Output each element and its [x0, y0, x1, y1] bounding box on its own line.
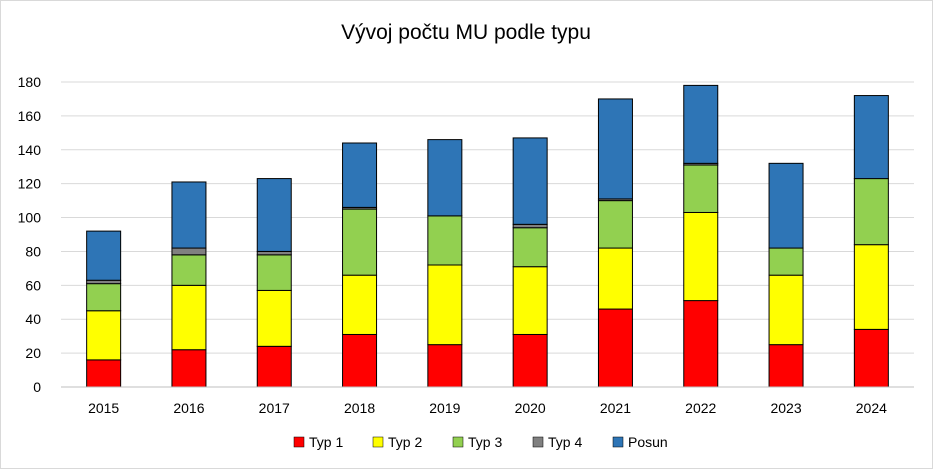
bar-typ-3-2019 [427, 215, 463, 266]
bar-typ-1-2017 [256, 345, 292, 388]
bar-typ-3-2017 [256, 254, 292, 291]
x-tick-label: 2023 [770, 400, 801, 416]
y-tick-label: 40 [25, 311, 41, 327]
bar-posun-2021 [597, 98, 633, 200]
legend-label: Typ 2 [388, 434, 422, 450]
bar-typ-2-2020 [512, 266, 548, 335]
bar-stack-2023 [768, 162, 804, 388]
legend-item-typ-4: Typ 4 [532, 434, 582, 450]
bar-stack-2022 [683, 84, 719, 388]
x-tick-label: 2016 [173, 400, 204, 416]
bar-typ-1-2020 [512, 333, 548, 388]
bar-stack-2018 [342, 142, 378, 388]
x-tick-label: 2024 [856, 400, 887, 416]
bar-stack-2024 [853, 95, 889, 388]
bar-posun-2018 [342, 142, 378, 208]
x-tick-label: 2019 [429, 400, 460, 416]
bar-stack-2021 [597, 98, 633, 388]
bar-typ-1-2019 [427, 344, 463, 388]
bar-typ-3-2018 [342, 208, 378, 276]
x-axis-ticks: 2015 2016 2017 2018 2019 2020 2021 2022 2023 2024 [88, 400, 887, 416]
bar-typ-4-2016 [171, 247, 207, 256]
bar-posun-2022 [683, 84, 719, 164]
bar-typ-2-2022 [683, 211, 719, 302]
x-tick-label: 2017 [259, 400, 290, 416]
legend-label: Typ 3 [468, 434, 502, 450]
legend-item-posun: Posun [612, 434, 668, 450]
bar-stack-2016 [171, 181, 207, 388]
bar-typ-1-2024 [853, 328, 889, 388]
bar-typ-1-2018 [342, 333, 378, 388]
bar-typ-2-2015 [86, 310, 122, 361]
bar-posun-2017 [256, 178, 292, 252]
bar-stack-2019 [427, 139, 463, 388]
bar-typ-3-2016 [171, 254, 207, 286]
y-tick-label: 20 [25, 345, 41, 361]
bar-typ-3-2024 [853, 178, 889, 246]
bar-typ-2-2017 [256, 289, 292, 347]
x-tick-label: 2021 [600, 400, 631, 416]
legend-swatch [612, 436, 624, 448]
bar-posun-2023 [768, 162, 804, 249]
bars [86, 84, 889, 388]
legend-item-typ-3: Typ 3 [452, 434, 502, 450]
bar-typ-1-2022 [683, 300, 719, 388]
bar-typ-2-2023 [768, 274, 804, 346]
bar-typ-2-2019 [427, 264, 463, 346]
y-tick-label: 60 [25, 277, 41, 293]
bar-posun-2015 [86, 230, 122, 281]
y-tick-label: 100 [18, 210, 42, 226]
bar-typ-4-2017 [256, 250, 292, 256]
legend-label: Posun [628, 434, 668, 450]
legend-swatch [372, 436, 384, 448]
bar-stack-2017 [256, 178, 292, 388]
bar-typ-4-2020 [512, 223, 548, 229]
bar-typ-2-2016 [171, 284, 207, 351]
x-tick-label: 2020 [515, 400, 546, 416]
bar-typ-3-2021 [597, 200, 633, 249]
legend: Typ 1 Typ 2 Typ 3 Typ 4 Posun [293, 434, 668, 450]
bar-typ-4-2015 [86, 279, 122, 285]
bar-stack-2020 [512, 137, 548, 388]
bar-posun-2016 [171, 181, 207, 249]
chart-title: Vývoj počtu MU podle typu [341, 21, 591, 44]
y-axis-ticks: 0 20 40 60 80 100 120 140 160 180 [18, 74, 42, 395]
bar-stack-2015 [86, 230, 122, 388]
bar-typ-3-2022 [683, 164, 719, 213]
bar-typ-1-2023 [768, 344, 804, 388]
y-tick-label: 140 [18, 142, 42, 158]
y-tick-label: 120 [18, 176, 42, 192]
x-tick-label: 2022 [685, 400, 716, 416]
y-tick-label: 160 [18, 108, 42, 124]
y-tick-label: 80 [25, 243, 41, 259]
bar-typ-2-2024 [853, 244, 889, 330]
bar-posun-2024 [853, 95, 889, 180]
x-tick-label: 2018 [344, 400, 375, 416]
bar-typ-1-2015 [86, 359, 122, 388]
bar-typ-2-2021 [597, 247, 633, 310]
bar-typ-3-2015 [86, 283, 122, 312]
legend-swatch [293, 436, 305, 448]
legend-swatch [532, 436, 544, 448]
y-tick-label: 0 [33, 379, 41, 395]
legend-item-typ-2: Typ 2 [372, 434, 422, 450]
bar-typ-1-2021 [597, 308, 633, 388]
legend-label: Typ 1 [309, 434, 343, 450]
bar-typ-1-2016 [171, 349, 207, 388]
bar-typ-3-2023 [768, 247, 804, 276]
bar-posun-2019 [427, 139, 463, 217]
legend-label: Typ 4 [548, 434, 582, 450]
x-tick-label: 2015 [88, 400, 119, 416]
bar-typ-3-2020 [512, 227, 548, 268]
y-tick-label: 180 [18, 74, 42, 90]
legend-swatch [452, 436, 464, 448]
bar-posun-2020 [512, 137, 548, 225]
legend-item-typ-1: Typ 1 [293, 434, 343, 450]
bar-typ-2-2018 [342, 274, 378, 335]
